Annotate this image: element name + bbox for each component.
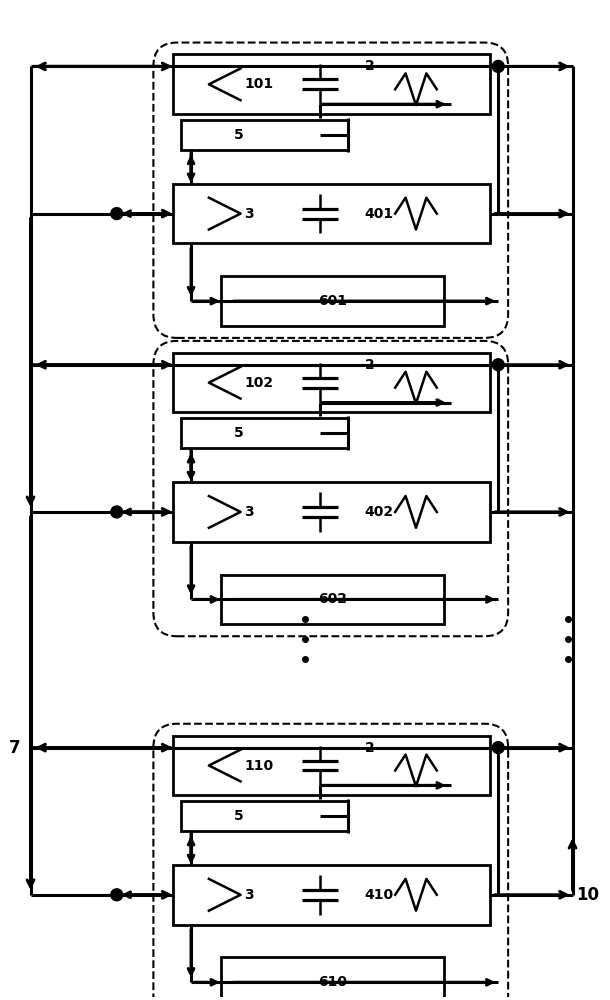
Circle shape — [111, 889, 123, 901]
Text: 3: 3 — [245, 888, 254, 902]
Bar — [221, 276, 443, 326]
Bar — [173, 482, 490, 542]
Bar — [173, 353, 490, 412]
Text: 5: 5 — [234, 128, 243, 142]
Bar — [181, 120, 348, 150]
Text: 5: 5 — [234, 809, 243, 823]
Bar — [173, 184, 490, 243]
Text: 601: 601 — [318, 294, 346, 308]
Bar — [221, 575, 443, 624]
Text: 102: 102 — [245, 376, 274, 390]
Bar — [181, 418, 348, 448]
Circle shape — [111, 208, 123, 220]
Bar — [173, 54, 490, 114]
Bar — [181, 801, 348, 831]
Text: 2: 2 — [364, 358, 374, 372]
Text: 10: 10 — [576, 886, 599, 904]
Text: 101: 101 — [245, 77, 274, 91]
Text: 401: 401 — [364, 207, 393, 221]
Text: 402: 402 — [364, 505, 393, 519]
Text: 2: 2 — [364, 59, 374, 73]
Text: 610: 610 — [318, 975, 346, 989]
Text: 2: 2 — [364, 741, 374, 755]
Text: 5: 5 — [234, 426, 243, 440]
Text: 3: 3 — [245, 505, 254, 519]
Text: 7: 7 — [9, 739, 21, 757]
Bar — [221, 957, 443, 1000]
Text: 3: 3 — [245, 207, 254, 221]
Circle shape — [492, 742, 504, 754]
Bar — [173, 865, 490, 925]
Bar — [173, 736, 490, 795]
Circle shape — [492, 359, 504, 371]
Circle shape — [111, 506, 123, 518]
Text: 410: 410 — [364, 888, 393, 902]
Text: 110: 110 — [245, 759, 274, 773]
Circle shape — [492, 60, 504, 72]
Text: 602: 602 — [318, 592, 346, 606]
